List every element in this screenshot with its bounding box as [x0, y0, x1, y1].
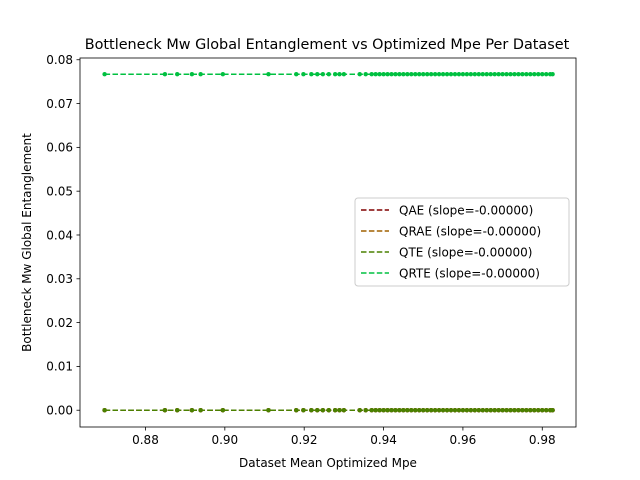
data-point	[496, 72, 501, 77]
legend-label: QRAE (slope=-0.00000)	[399, 224, 541, 238]
data-point	[520, 408, 525, 413]
data-point	[377, 408, 382, 413]
series-4	[102, 72, 555, 77]
data-point	[456, 408, 462, 413]
x-axis-ticks: 0.88 0.90 0.92 0.94 0.96 0.98	[132, 427, 556, 447]
x-tick-label: 0.98	[529, 433, 556, 447]
data-point	[417, 72, 422, 77]
x-axis-label: Dataset Mean Optimized Mpe	[239, 456, 417, 470]
data-point	[550, 408, 555, 413]
legend-box	[354, 197, 570, 287]
legend-label: QAE (slope=-0.00000)	[399, 203, 533, 217]
data-point	[266, 408, 271, 413]
data-point	[432, 72, 438, 77]
data-point	[472, 72, 478, 77]
legend-label: QTE (slope=-0.00000)	[399, 245, 532, 259]
data-point	[417, 408, 422, 413]
y-tick-label: 0.00	[46, 404, 73, 418]
x-tick-label: 0.88	[132, 433, 159, 447]
data-point	[448, 408, 454, 413]
data-point	[520, 72, 525, 77]
data-point	[266, 72, 271, 77]
data-point	[409, 408, 414, 413]
data-point	[504, 72, 509, 77]
data-point	[472, 408, 478, 413]
data-point	[401, 72, 406, 77]
y-tick-label: 0.05	[46, 184, 73, 198]
data-point	[393, 72, 398, 77]
data-point	[488, 408, 493, 413]
legend-label: QRTE (slope=-0.00000)	[399, 266, 540, 280]
data-point	[337, 72, 342, 77]
legend: QAE (slope=-0.00000) QRAE (slope=-0.00000…	[354, 197, 570, 287]
data-point	[512, 408, 517, 413]
x-tick-label: 0.96	[450, 433, 477, 447]
data-point	[512, 72, 517, 77]
data-point	[504, 408, 509, 413]
x-tick-label: 0.90	[211, 433, 238, 447]
y-axis-label: Bottleneck Mw Global Entanglement	[20, 133, 34, 352]
y-tick-label: 0.07	[46, 97, 73, 111]
data-point	[220, 408, 226, 413]
data-point	[393, 408, 398, 413]
data-point	[432, 408, 438, 413]
plot-frame	[79, 57, 577, 428]
y-tick-label: 0.02	[46, 316, 73, 330]
x-tick-label: 0.94	[370, 433, 397, 447]
data-point	[385, 408, 390, 413]
data-point	[337, 408, 342, 413]
data-point	[425, 408, 430, 413]
y-tick-label: 0.03	[46, 272, 73, 286]
data-point	[536, 72, 541, 77]
y-tick-label: 0.04	[46, 228, 73, 242]
data-point	[550, 72, 555, 77]
data-point	[464, 408, 470, 413]
data-point	[496, 408, 501, 413]
data-point	[480, 72, 485, 77]
data-point	[315, 72, 320, 77]
data-point	[536, 408, 541, 413]
data-point	[488, 72, 493, 77]
data-point	[425, 72, 430, 77]
data-point	[440, 408, 446, 413]
data-point	[377, 72, 382, 77]
y-tick-label: 0.08	[46, 53, 73, 67]
data-point	[480, 408, 485, 413]
data-point	[401, 408, 406, 413]
data-point	[409, 72, 414, 77]
data-point	[528, 408, 533, 413]
data-point	[456, 72, 462, 77]
data-point	[544, 72, 549, 77]
data-point	[448, 72, 454, 77]
data-point	[369, 408, 374, 413]
data-point	[220, 72, 226, 77]
data-point	[544, 408, 549, 413]
y-tick-label: 0.06	[46, 141, 73, 155]
data-point	[528, 72, 533, 77]
data-point	[315, 408, 320, 413]
data-point	[385, 72, 390, 77]
data-point	[440, 72, 446, 77]
series-3	[102, 408, 555, 413]
x-tick-label: 0.92	[291, 433, 318, 447]
y-tick-label: 0.01	[46, 360, 73, 374]
y-axis-ticks: 0.00 0.01 0.02 0.03 0.04 0.05 0.06 0.07 0.08	[46, 53, 80, 418]
plot-marks	[102, 72, 555, 413]
data-point	[369, 72, 374, 77]
data-point	[464, 72, 470, 77]
chart-title: Bottleneck Mw Global Entanglement vs Opt…	[85, 37, 570, 53]
